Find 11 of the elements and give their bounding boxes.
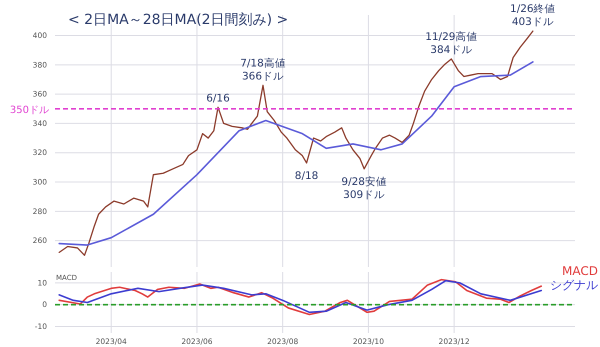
annotation: 11/29高値 384ドル xyxy=(425,30,478,56)
series-label: シグナル xyxy=(550,278,598,292)
annotation: 9/28安値 309ドル xyxy=(341,174,387,201)
annotation: 7/18高値 366ドル xyxy=(240,56,286,82)
annotation: 6/16 xyxy=(206,92,230,104)
series-label: MACD xyxy=(562,264,598,278)
annotation: 8/18 xyxy=(294,170,318,182)
annotation: 1/26終値 403ドル xyxy=(510,3,556,28)
line-series xyxy=(58,30,534,256)
chart-title: < 2日MA～28日MA(2日間刻み) > xyxy=(68,12,288,28)
ref-line-label: 350ドル xyxy=(10,104,49,116)
